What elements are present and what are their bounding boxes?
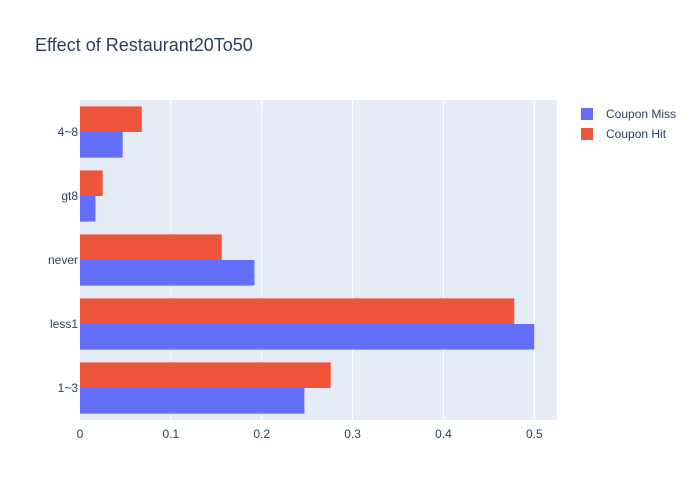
x-tick-label: 0.2 — [253, 427, 270, 441]
bar-coupon-miss-2[interactable] — [80, 260, 255, 286]
bar-coupon-miss-1[interactable] — [80, 324, 535, 350]
x-tick-label: 0.3 — [344, 427, 361, 441]
bar-coupon-hit-4[interactable] — [80, 106, 142, 132]
bar-coupon-hit-2[interactable] — [80, 234, 222, 260]
y-tick-label: gt8 — [61, 189, 78, 203]
legend-swatch[interactable] — [581, 108, 593, 120]
bar-coupon-hit-0[interactable] — [80, 362, 331, 388]
bar-coupon-hit-3[interactable] — [80, 170, 103, 196]
bars — [80, 106, 535, 414]
x-tick-label: 0.4 — [435, 427, 452, 441]
bar-coupon-miss-4[interactable] — [80, 132, 123, 158]
x-tick-label: 0.1 — [163, 427, 180, 441]
bar-coupon-miss-3[interactable] — [80, 196, 96, 222]
y-axis-ticks: 1~3 less1 never gt8 4~8 — [48, 125, 78, 395]
legend-item-label[interactable]: Coupon Hit — [606, 127, 667, 141]
y-tick-label: never — [48, 253, 78, 267]
y-tick-label: less1 — [50, 317, 78, 331]
x-tick-label: 0 — [77, 427, 84, 441]
bar-coupon-hit-1[interactable] — [80, 298, 515, 324]
x-tick-label: 0.5 — [526, 427, 543, 441]
legend[interactable]: Coupon Miss Coupon Hit — [581, 107, 676, 141]
legend-item-label[interactable]: Coupon Miss — [606, 107, 676, 121]
bar-coupon-miss-0[interactable] — [80, 388, 305, 414]
chart-title: Effect of Restaurant20To50 — [35, 35, 253, 55]
y-tick-label: 1~3 — [58, 381, 79, 395]
y-tick-label: 4~8 — [58, 125, 79, 139]
legend-swatch[interactable] — [581, 128, 593, 140]
x-axis-ticks: 0 0.1 0.2 0.3 0.4 0.5 — [77, 427, 543, 441]
